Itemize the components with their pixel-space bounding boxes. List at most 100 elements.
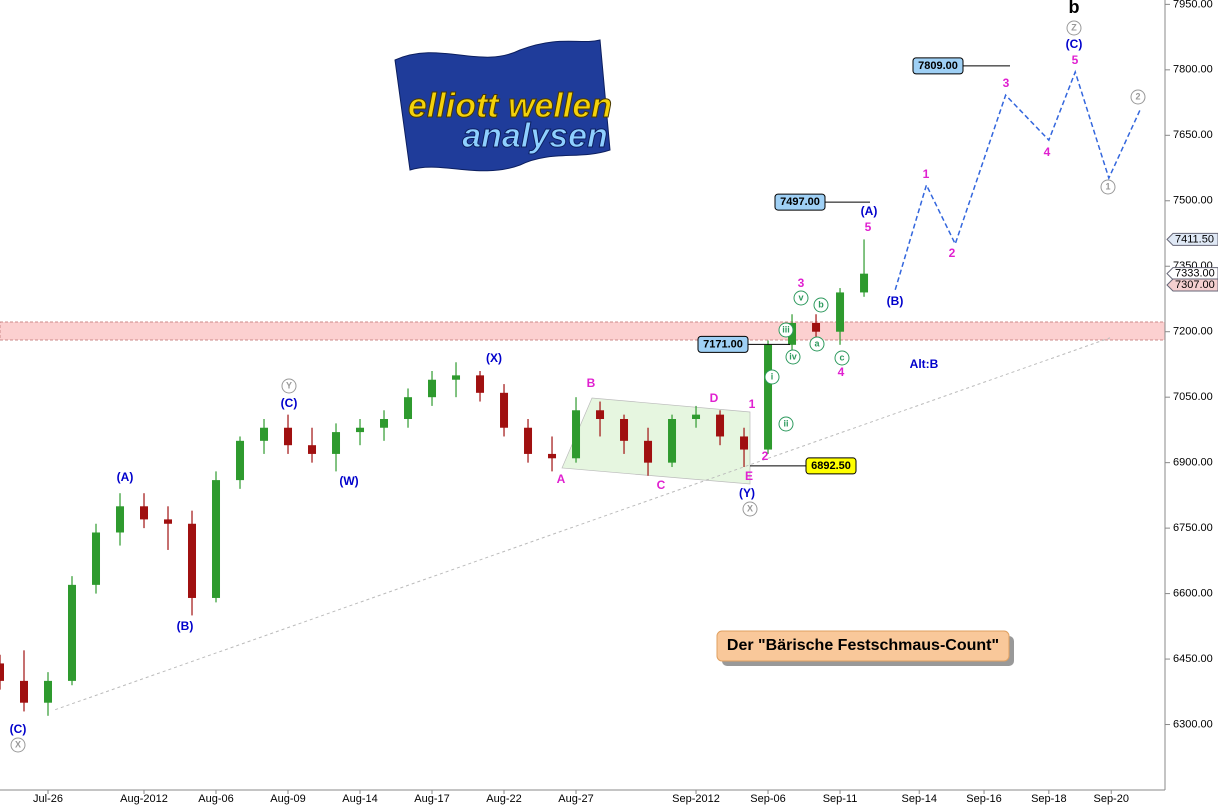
- wave-label: b: [1069, 0, 1080, 17]
- candle-body: [68, 584, 77, 681]
- wave-label: iii: [782, 324, 790, 334]
- price-tag-label: 7307.00: [1175, 279, 1215, 291]
- wave-circle: [809, 336, 825, 352]
- candle-body: [716, 414, 725, 437]
- candle-body: [260, 427, 269, 441]
- wave-label: (A): [861, 204, 878, 218]
- trend-line: [55, 337, 1111, 711]
- y-tick-label: 7950.00: [1173, 0, 1213, 10]
- wave-label: 4: [838, 365, 845, 379]
- resistance-zone: [0, 321, 1166, 341]
- wave-circle: [1066, 20, 1082, 36]
- caption-box: Der "Bärische Festschmaus-Count": [716, 630, 1014, 666]
- wave-circle: [785, 349, 801, 365]
- candle-body: [284, 427, 293, 446]
- level-box: [912, 57, 964, 75]
- wave-label: b: [818, 299, 824, 309]
- wave-label: D: [710, 391, 719, 405]
- wave-label: (W): [339, 474, 358, 488]
- wave-circle: [778, 416, 794, 432]
- wave-label: (B): [887, 294, 904, 308]
- x-tick-label: Jul-26: [33, 793, 63, 805]
- wave-circle: [10, 737, 26, 753]
- x-tick-label: Aug-14: [342, 793, 377, 805]
- level-box: [697, 335, 749, 353]
- candle-body: [476, 375, 485, 393]
- candle-body: [140, 506, 149, 520]
- y-tick-label: 7500.00: [1173, 195, 1213, 207]
- price-tag-label: 7411.50: [1175, 233, 1214, 245]
- candle-body: [0, 663, 4, 681]
- candle-body: [692, 414, 701, 420]
- y-tick-label: 6300.00: [1173, 718, 1213, 730]
- x-tick-label: Aug-27: [558, 793, 593, 805]
- y-tick-label: 7200.00: [1173, 326, 1213, 338]
- x-tick-label: Sep-14: [901, 793, 936, 805]
- wave-label: A: [557, 472, 566, 486]
- candle-body: [404, 397, 413, 420]
- caption-bg: [716, 630, 1010, 662]
- wave-circle: [764, 369, 780, 385]
- logo-text: elliott wellen: [408, 87, 612, 125]
- logo: elliott wellen analysen: [394, 39, 613, 172]
- wave-circle: [793, 290, 809, 306]
- x-tick-label: Sep-06: [750, 793, 785, 805]
- candle-body: [524, 427, 533, 454]
- price-tag: [1166, 278, 1218, 292]
- candle-body: [236, 440, 245, 481]
- candle-body: [596, 410, 605, 420]
- wave-label: 5: [1072, 53, 1079, 67]
- candle-body: [20, 680, 29, 703]
- candle-body: [548, 453, 557, 459]
- candle-body: [116, 506, 125, 533]
- wave-label: (Y): [739, 486, 755, 500]
- x-tick-label: Aug-09: [270, 793, 305, 805]
- candle-body: [428, 379, 437, 398]
- wave-label: 2: [762, 449, 769, 463]
- wave-label: (X): [486, 351, 502, 365]
- price-tag: [1166, 232, 1218, 246]
- y-tick-label: 6450.00: [1173, 653, 1213, 665]
- x-tick-label: Aug-22: [486, 793, 521, 805]
- candle-body: [668, 419, 677, 463]
- wave-label: 1: [749, 397, 756, 411]
- candle-body: [836, 292, 845, 332]
- candle-body: [164, 519, 173, 524]
- level-label: 7497.00: [780, 196, 820, 208]
- wave-label: 1: [923, 167, 930, 181]
- level-label: 6892.50: [811, 460, 851, 472]
- x-tick-label: Sep-18: [1031, 793, 1066, 805]
- logo-text: analysen: [462, 117, 608, 155]
- candle-body: [332, 432, 341, 454]
- wave-circle: [281, 378, 297, 394]
- candle-body: [644, 440, 653, 463]
- candle-body: [356, 427, 365, 433]
- x-tick-label: Aug-17: [414, 793, 449, 805]
- logo-flag: [394, 39, 611, 172]
- candle-body: [380, 419, 389, 428]
- wave-label: C: [657, 478, 666, 492]
- candle-body: [452, 375, 461, 380]
- x-tick-label: Aug-2012: [120, 793, 168, 805]
- wave-circle: [813, 297, 829, 313]
- candle-body: [572, 410, 581, 459]
- wave-label: 4: [1044, 145, 1051, 159]
- x-tick-label: Sep-20: [1093, 793, 1128, 805]
- wave-label: B: [587, 376, 596, 390]
- wave-label: (C): [281, 396, 298, 410]
- level-box: [774, 193, 826, 211]
- wave-label: ii: [783, 418, 788, 428]
- wave-label: 3: [1003, 76, 1010, 90]
- candle-body: [44, 680, 53, 703]
- forecast-line: [894, 69, 1141, 291]
- x-tick-label: Aug-06: [198, 793, 233, 805]
- wave-label: v: [798, 292, 803, 302]
- wave-label: (C): [10, 722, 27, 736]
- wave-circle: [1100, 179, 1116, 195]
- price-tag-label: 7333.00: [1175, 268, 1215, 280]
- wave-label: 2: [1135, 91, 1140, 101]
- wave-circle: [1130, 89, 1146, 105]
- wave-label: iv: [789, 351, 797, 361]
- wave-label: X: [15, 739, 21, 749]
